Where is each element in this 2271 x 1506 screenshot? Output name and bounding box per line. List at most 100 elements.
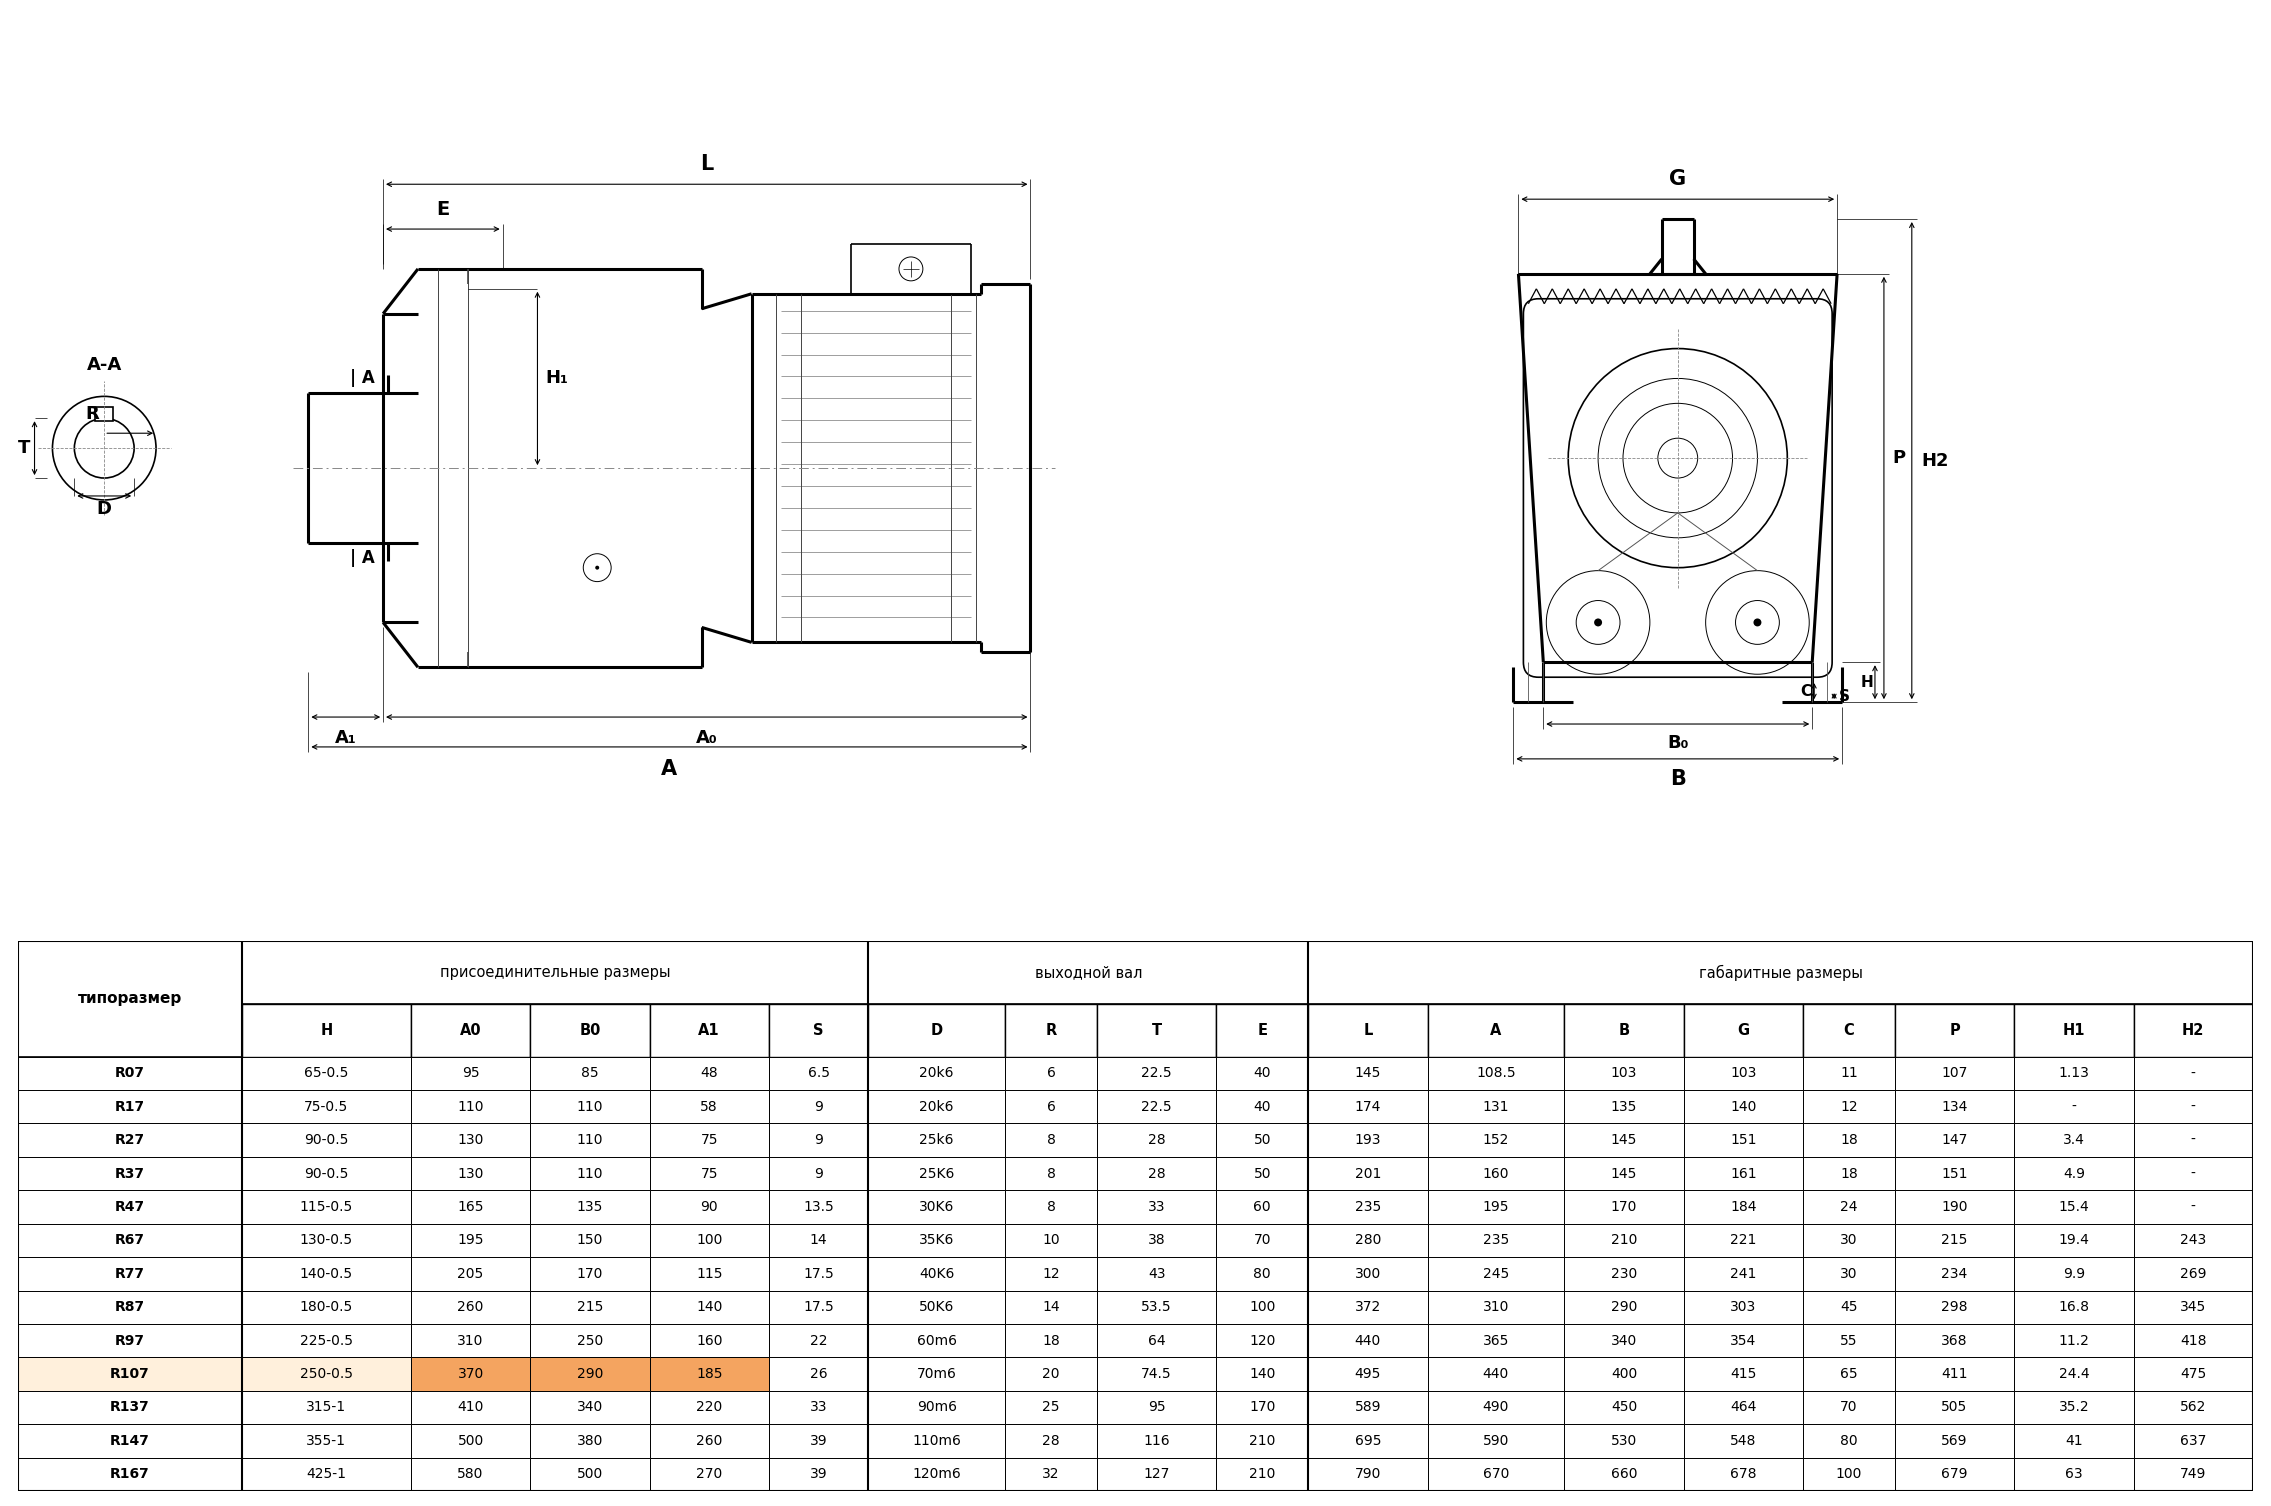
Text: -: - — [2192, 1200, 2196, 1214]
Text: -: - — [2192, 1133, 2196, 1148]
Text: H: H — [1860, 675, 1874, 690]
Text: 130: 130 — [456, 1133, 484, 1148]
Text: 400: 400 — [1610, 1367, 1637, 1381]
Text: 39: 39 — [811, 1434, 827, 1447]
Text: 270: 270 — [697, 1467, 722, 1482]
Text: 107: 107 — [1942, 1066, 1967, 1080]
Text: 165: 165 — [456, 1200, 484, 1214]
Text: 184: 184 — [1731, 1200, 1755, 1214]
Text: 30K6: 30K6 — [920, 1200, 954, 1214]
Bar — [770, 1005, 868, 1057]
Text: 65: 65 — [1840, 1367, 1858, 1381]
Text: 749: 749 — [2180, 1467, 2207, 1482]
Text: 340: 340 — [577, 1401, 604, 1414]
Text: 135: 135 — [577, 1200, 604, 1214]
Text: 95: 95 — [1147, 1401, 1165, 1414]
Bar — [1894, 1057, 2014, 1090]
Bar — [1308, 1357, 1428, 1390]
Text: 410: 410 — [456, 1401, 484, 1414]
Bar — [1683, 1258, 1803, 1291]
Text: 50: 50 — [1254, 1167, 1272, 1181]
Bar — [1097, 1157, 1217, 1190]
Text: A: A — [1490, 1023, 1501, 1038]
Text: 310: 310 — [1483, 1300, 1510, 1315]
Bar — [1565, 1324, 1683, 1357]
Bar — [1894, 1291, 2014, 1324]
Text: A0: A0 — [459, 1023, 481, 1038]
Text: -: - — [2192, 1066, 2196, 1080]
Text: 18: 18 — [1840, 1133, 1858, 1148]
Bar — [1894, 1390, 2014, 1425]
Bar — [1565, 1224, 1683, 1258]
Text: 95: 95 — [461, 1066, 479, 1080]
Bar — [529, 1090, 650, 1123]
Bar — [2132, 1057, 2253, 1090]
Text: 28: 28 — [1147, 1133, 1165, 1148]
Bar — [243, 1425, 411, 1458]
Bar — [1308, 1057, 1428, 1090]
Text: 241: 241 — [1731, 1267, 1755, 1280]
Text: 16.8: 16.8 — [2058, 1300, 2089, 1315]
Bar — [2132, 1458, 2253, 1491]
Text: присоединительные размеры: присоединительные размеры — [441, 965, 670, 980]
Bar — [1428, 1057, 1565, 1090]
Text: 345: 345 — [2180, 1300, 2207, 1315]
Text: 4.9: 4.9 — [2062, 1167, 2085, 1181]
Text: 215: 215 — [1942, 1233, 1967, 1247]
Text: 60: 60 — [1254, 1200, 1272, 1214]
Text: 380: 380 — [577, 1434, 604, 1447]
Text: C: C — [1844, 1023, 1855, 1038]
Bar — [411, 1425, 529, 1458]
Text: 372: 372 — [1356, 1300, 1381, 1315]
Bar — [2132, 1157, 2253, 1190]
Text: 6.5: 6.5 — [808, 1066, 829, 1080]
Text: 180-0.5: 180-0.5 — [300, 1300, 352, 1315]
Bar — [770, 1123, 868, 1157]
Text: 18: 18 — [1840, 1167, 1858, 1181]
Bar — [529, 1458, 650, 1491]
Text: 190: 190 — [1942, 1200, 1967, 1214]
Bar — [1803, 1157, 1894, 1190]
Text: 12: 12 — [1042, 1267, 1061, 1280]
Bar — [770, 1357, 868, 1390]
Text: 235: 235 — [1356, 1200, 1381, 1214]
Text: R37: R37 — [116, 1167, 145, 1181]
Bar — [2014, 1090, 2132, 1123]
Text: 140-0.5: 140-0.5 — [300, 1267, 352, 1280]
Bar — [1565, 1258, 1683, 1291]
Bar — [1894, 1258, 2014, 1291]
Text: 440: 440 — [1483, 1367, 1508, 1381]
Bar — [2014, 1123, 2132, 1157]
Text: T: T — [18, 440, 30, 458]
Bar — [650, 1057, 770, 1090]
Text: 48: 48 — [699, 1066, 718, 1080]
Text: 140: 140 — [1249, 1367, 1276, 1381]
Bar — [1565, 1190, 1683, 1224]
Bar — [2014, 1224, 2132, 1258]
Bar — [868, 1357, 1006, 1390]
Text: 65-0.5: 65-0.5 — [304, 1066, 347, 1080]
Text: 90-0.5: 90-0.5 — [304, 1167, 347, 1181]
Text: S: S — [1840, 688, 1851, 703]
Text: 260: 260 — [695, 1434, 722, 1447]
Bar — [1308, 1090, 1428, 1123]
Bar — [868, 1157, 1006, 1190]
Text: 130-0.5: 130-0.5 — [300, 1233, 352, 1247]
Text: 115-0.5: 115-0.5 — [300, 1200, 352, 1214]
Text: H2: H2 — [2182, 1023, 2205, 1038]
Text: 50: 50 — [1254, 1133, 1272, 1148]
Text: 75-0.5: 75-0.5 — [304, 1099, 347, 1114]
Text: 103: 103 — [1731, 1066, 1755, 1080]
Text: 660: 660 — [1610, 1467, 1637, 1482]
Bar — [1217, 1057, 1308, 1090]
Bar — [1006, 1190, 1097, 1224]
Bar — [1097, 1057, 1217, 1090]
Text: габаритные размеры: габаритные размеры — [1699, 965, 1862, 980]
Bar — [1803, 1291, 1894, 1324]
Bar — [18, 1224, 243, 1258]
Bar — [529, 1057, 650, 1090]
Text: R: R — [1045, 1023, 1056, 1038]
Bar — [411, 1357, 529, 1390]
Text: 6: 6 — [1047, 1066, 1056, 1080]
Bar — [1217, 1425, 1308, 1458]
